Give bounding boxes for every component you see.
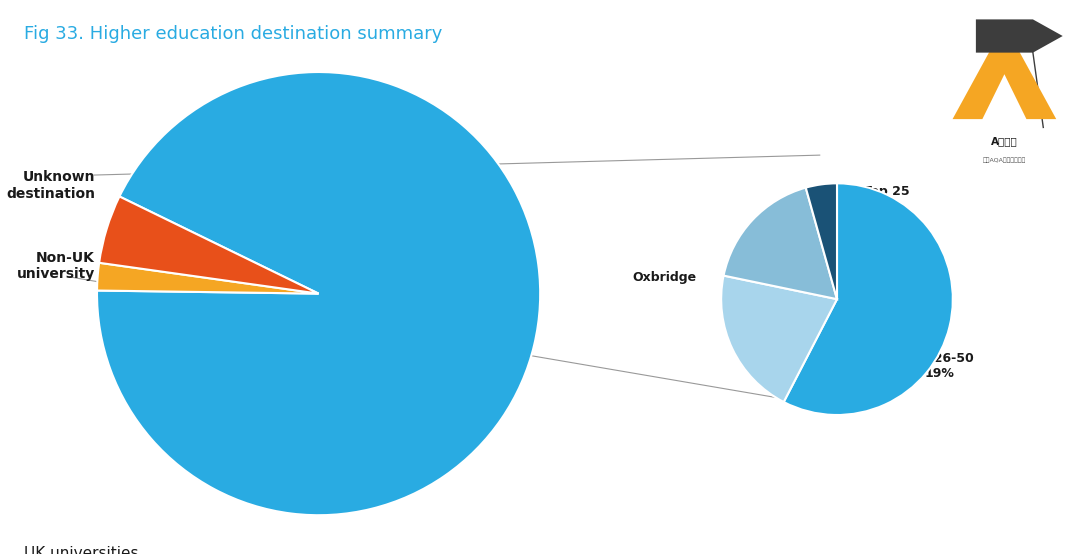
Wedge shape xyxy=(99,197,319,294)
Text: Other Top 25
53%: Other Top 25 53% xyxy=(819,186,909,213)
Text: 牛津AQA考试授课中心: 牛津AQA考试授课中心 xyxy=(983,158,1026,163)
Polygon shape xyxy=(976,19,1063,53)
Text: Top 26-50
19%: Top 26-50 19% xyxy=(905,352,974,379)
Text: 2%: 2% xyxy=(157,177,180,191)
Wedge shape xyxy=(721,275,837,402)
Text: Remaining
16%: Remaining 16% xyxy=(762,352,836,379)
Wedge shape xyxy=(97,263,319,294)
Text: 4%: 4% xyxy=(741,270,762,284)
Wedge shape xyxy=(806,183,837,299)
Text: Non-UK
university: Non-UK university xyxy=(17,251,95,281)
Text: Oxbridge: Oxbridge xyxy=(633,270,697,284)
Text: Fig 33. Higher education destination summary: Fig 33. Higher education destination sum… xyxy=(24,25,442,43)
Wedge shape xyxy=(784,183,953,415)
Wedge shape xyxy=(724,188,837,299)
Text: 5%: 5% xyxy=(157,259,180,273)
Text: Unknown
destination: Unknown destination xyxy=(6,171,95,201)
Polygon shape xyxy=(953,24,1056,119)
Text: A加未来: A加未来 xyxy=(991,136,1017,146)
Wedge shape xyxy=(97,72,540,515)
Text: UK universities
93%: UK universities 93% xyxy=(24,546,138,554)
